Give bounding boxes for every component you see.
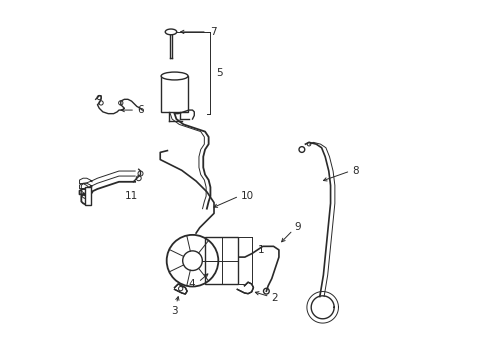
Text: 10: 10 (241, 191, 254, 201)
Text: 8: 8 (351, 166, 358, 176)
Polygon shape (237, 282, 253, 294)
Bar (85, 187, 90, 205)
Text: 6: 6 (137, 105, 143, 115)
Bar (161, 76, 187, 112)
Text: 7: 7 (210, 27, 217, 37)
Text: 1: 1 (257, 245, 264, 255)
Ellipse shape (161, 72, 187, 80)
Bar (205, 237, 237, 284)
Text: 2: 2 (271, 293, 278, 303)
Polygon shape (174, 284, 187, 294)
Text: 5: 5 (215, 68, 222, 78)
Text: 3: 3 (171, 306, 178, 316)
Text: 4: 4 (188, 279, 194, 289)
Ellipse shape (165, 29, 176, 35)
Text: 9: 9 (293, 222, 300, 231)
Text: 11: 11 (124, 191, 137, 201)
